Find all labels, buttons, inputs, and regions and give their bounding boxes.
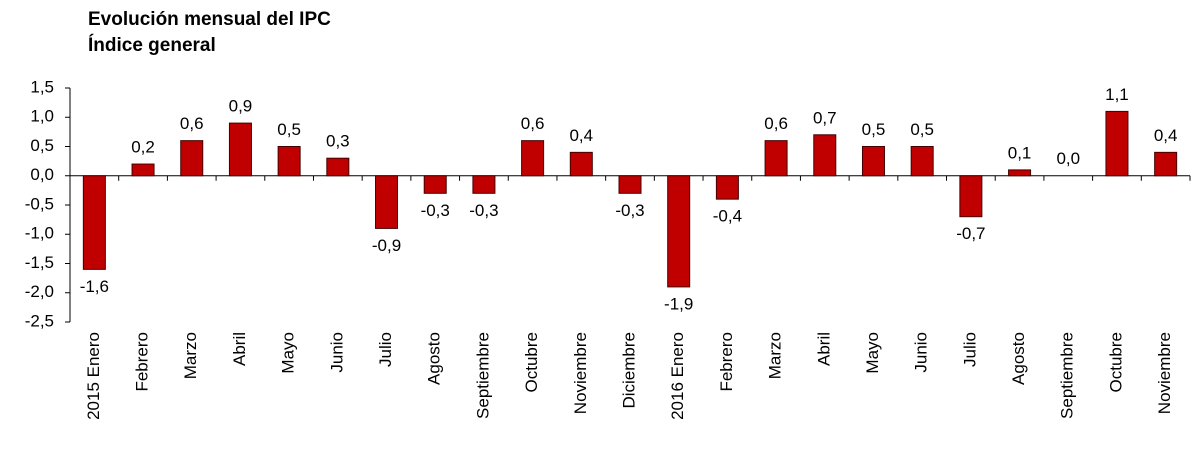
value-label: 0,1 [1008,143,1032,162]
value-label: 0,6 [521,114,545,133]
bar [82,175,106,270]
value-label: 0,5 [910,120,934,139]
value-label: -0,7 [956,224,985,243]
x-tick-label: Marzo [766,332,785,379]
bar [423,175,447,194]
value-label: 0,6 [180,114,204,133]
x-tick-label: Febrero [717,332,736,392]
bar [667,175,691,288]
bar [1154,151,1178,177]
value-label: -0,3 [421,201,450,220]
x-tick-label: Junio [912,332,931,373]
x-tick-label: Agosto [425,332,444,385]
value-label: -1,9 [664,294,693,313]
x-tick-label: Septiembre [1058,332,1077,419]
value-label: 0,5 [277,120,301,139]
y-tick-label: -1,0 [25,224,54,243]
value-label: -0,3 [615,201,644,220]
y-tick-label: 1,5 [30,77,54,96]
value-label: -0,4 [713,207,742,226]
bar [131,163,155,177]
x-tick-label: Abril [230,332,249,366]
value-label: -0,3 [469,201,498,220]
x-tick-label: Octubre [522,332,541,392]
x-tick-label: Abril [814,332,833,366]
bar [1008,169,1032,177]
bar [861,146,885,177]
x-tick-label: Febrero [133,332,152,392]
bar [277,146,301,177]
value-label: 0,7 [813,108,837,127]
chart-subtitle: Índice general [88,34,216,56]
bar [375,175,399,229]
value-label: 0,9 [229,97,253,116]
bar [715,175,739,200]
bar [228,122,252,177]
value-label: 0,0 [1056,149,1080,168]
y-tick-label: -2,0 [25,282,54,301]
x-tick-label: Julio [376,332,395,367]
x-tick-label: 2015 Enero [84,332,103,420]
bar [959,175,983,218]
value-label: 0,6 [764,114,788,133]
bar [472,175,496,194]
x-tick-label: Agosto [1009,332,1028,385]
value-label: 0,5 [862,120,886,139]
bar [910,146,934,177]
bar [326,157,350,177]
x-tick-label: Mayo [279,332,298,374]
value-label: 0,3 [326,132,350,151]
value-label: -0,9 [372,236,401,255]
bar [813,134,837,177]
bar [521,140,545,177]
value-label: 0,4 [1154,126,1178,145]
bar [569,151,593,177]
y-tick-label: 1,0 [30,107,54,126]
x-tick-label: 2016 Enero [668,332,687,420]
bar [180,140,204,177]
x-tick-label: Junio [327,332,346,373]
y-tick-label: 0,5 [30,136,54,155]
bar [1105,110,1129,177]
x-tick-label: Diciembre [619,332,638,409]
x-tick-label: Octubre [1106,332,1125,392]
y-tick-label: -1,5 [25,253,54,272]
x-tick-label: Noviembre [571,332,590,414]
value-label: 1,1 [1105,85,1129,104]
y-tick-label: 0,0 [30,165,54,184]
value-label: 0,2 [131,138,155,157]
value-label: 0,4 [569,126,593,145]
x-tick-label: Julio [960,332,979,367]
x-tick-label: Mayo [863,332,882,374]
chart-title: Evolución mensual del IPC [88,9,331,30]
y-tick-label: -0,5 [25,194,54,213]
x-tick-label: Septiembre [473,332,492,419]
bar [618,175,642,194]
value-label: -1,6 [80,277,109,296]
y-tick-label: -2,5 [25,311,54,330]
x-tick-label: Noviembre [1155,332,1174,414]
bar [764,140,788,177]
x-tick-label: Marzo [181,332,200,379]
